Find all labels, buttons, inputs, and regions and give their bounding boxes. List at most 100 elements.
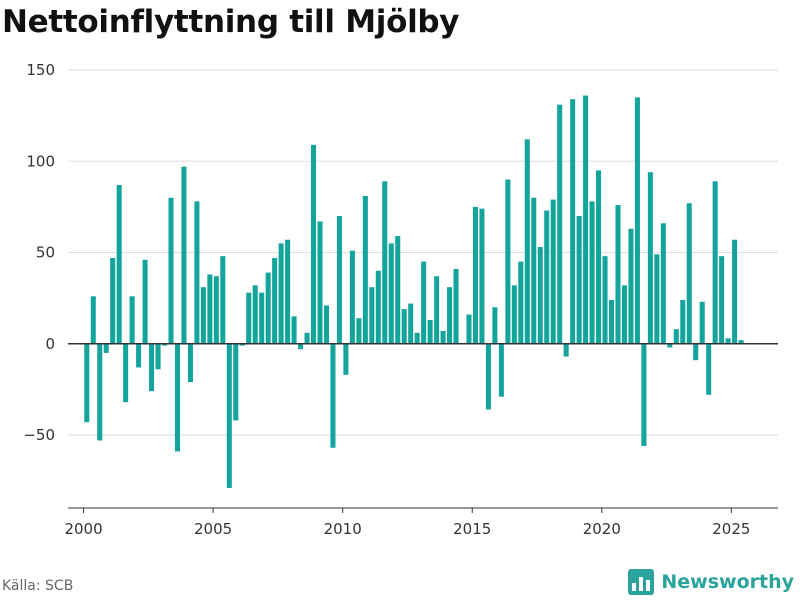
bar	[174, 343, 180, 452]
bar	[621, 285, 627, 344]
bar	[641, 343, 647, 446]
bar	[194, 201, 200, 344]
bar	[200, 287, 206, 344]
y-axis-ticks: −50 0 50 100 150	[23, 61, 55, 444]
bar	[524, 139, 530, 344]
bar	[84, 343, 90, 423]
bar	[667, 343, 673, 348]
bar	[343, 343, 349, 375]
bar	[602, 256, 608, 344]
bar	[628, 228, 634, 344]
bar	[220, 256, 226, 344]
x-tick-label: 2025	[712, 520, 750, 538]
bar	[563, 343, 569, 357]
chart-title: Nettoinflyttning till Mjölby	[2, 4, 460, 40]
bar	[427, 320, 433, 344]
bar	[680, 299, 686, 344]
bar	[570, 99, 576, 344]
bars	[84, 95, 744, 488]
bar	[162, 343, 168, 346]
bar	[589, 201, 595, 344]
bar	[511, 285, 517, 344]
bar	[149, 343, 155, 392]
x-tick-label: 2020	[583, 520, 621, 538]
bar	[693, 343, 699, 361]
bar	[719, 256, 725, 344]
bar	[155, 343, 161, 370]
bar	[453, 268, 459, 344]
bar	[349, 250, 355, 344]
bar	[472, 206, 478, 344]
bar	[492, 307, 498, 344]
bar	[447, 287, 453, 344]
bar	[660, 223, 666, 344]
bar	[233, 343, 239, 421]
bar	[544, 210, 550, 344]
bar	[408, 303, 414, 344]
bar	[596, 170, 602, 344]
bar	[557, 104, 563, 344]
bar	[498, 343, 504, 397]
y-tick-label: 50	[36, 244, 55, 262]
bar	[388, 243, 394, 344]
y-tick-label: 0	[45, 335, 55, 353]
bar	[336, 216, 342, 344]
bar	[136, 343, 142, 368]
bar	[583, 95, 589, 344]
bar	[317, 221, 323, 344]
bar	[330, 343, 336, 448]
gridlines	[68, 69, 778, 436]
bar	[304, 332, 310, 344]
bar	[732, 239, 738, 344]
bar	[485, 343, 491, 410]
bar	[518, 261, 524, 344]
bar	[699, 301, 705, 344]
bar	[576, 216, 582, 344]
bar	[738, 340, 744, 344]
y-tick-label: 150	[26, 61, 55, 79]
bar	[265, 272, 271, 344]
source-note: Källa: SCB	[2, 578, 74, 594]
bar	[168, 197, 174, 344]
bar	[187, 343, 193, 383]
bar	[246, 292, 252, 344]
bar	[531, 197, 537, 344]
x-axis-ticks: 2000 2005 2010 2015 2020 2025	[64, 508, 750, 538]
x-tick-label: 2000	[64, 520, 102, 538]
bar	[608, 299, 615, 344]
bar	[252, 285, 258, 344]
bar	[310, 144, 317, 344]
bar	[712, 181, 718, 344]
brand-logo: Newsworthy	[628, 569, 794, 595]
y-tick-label: 100	[26, 152, 55, 170]
bar	[116, 184, 122, 344]
bar	[395, 236, 401, 344]
bar	[401, 309, 407, 344]
bar	[110, 257, 116, 344]
bar	[505, 179, 511, 344]
brand-name: Newsworthy	[661, 571, 794, 593]
y-tick-label: −50	[23, 426, 55, 444]
bar	[706, 343, 712, 395]
bar	[654, 254, 660, 344]
x-tick-label: 2005	[194, 520, 232, 538]
bar	[537, 247, 543, 344]
bar	[421, 261, 427, 344]
newsworthy-logo-icon	[628, 569, 655, 595]
bar	[369, 287, 375, 344]
bar	[375, 270, 381, 344]
bar	[291, 316, 297, 344]
bar	[207, 274, 213, 344]
bar	[479, 208, 485, 344]
bar	[278, 243, 284, 344]
bar	[259, 292, 265, 344]
bar	[362, 195, 368, 344]
bar	[285, 239, 291, 344]
x-tick-label: 2015	[453, 520, 491, 538]
bar	[323, 305, 329, 344]
bar	[272, 257, 278, 344]
x-tick-label: 2010	[324, 520, 362, 538]
bar	[356, 318, 362, 344]
bar	[414, 332, 420, 344]
bar	[97, 343, 103, 441]
